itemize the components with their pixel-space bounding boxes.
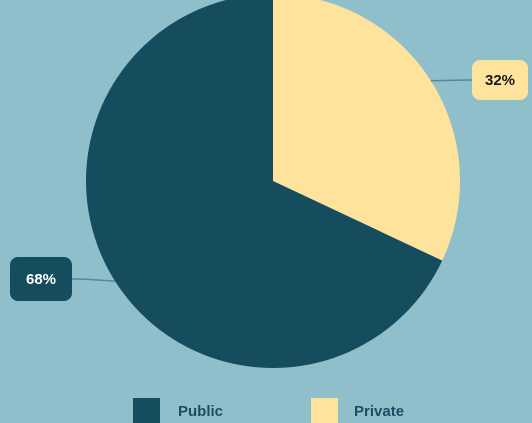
legend-swatch-private — [311, 398, 338, 423]
legend-item-private[interactable]: Private — [311, 398, 404, 423]
pie-slice-private[interactable] — [273, 0, 460, 261]
leader-line-public — [71, 278, 116, 282]
legend-label-public: Public — [178, 403, 223, 420]
leader-line-private — [430, 79, 473, 82]
data-labels: 32% 68% — [10, 60, 528, 301]
legend-item-public[interactable]: Public — [133, 398, 223, 423]
legend-label-private: Private — [354, 403, 404, 420]
legend: Public Private — [133, 398, 404, 423]
data-label-box-public — [10, 257, 72, 301]
legend-swatch-public — [133, 398, 160, 423]
data-label-private: 32% — [485, 72, 515, 89]
pie-slices — [86, 0, 460, 368]
data-label-public: 68% — [26, 271, 56, 288]
pie-slice-public[interactable] — [86, 0, 443, 368]
data-label-box-private — [472, 60, 528, 100]
